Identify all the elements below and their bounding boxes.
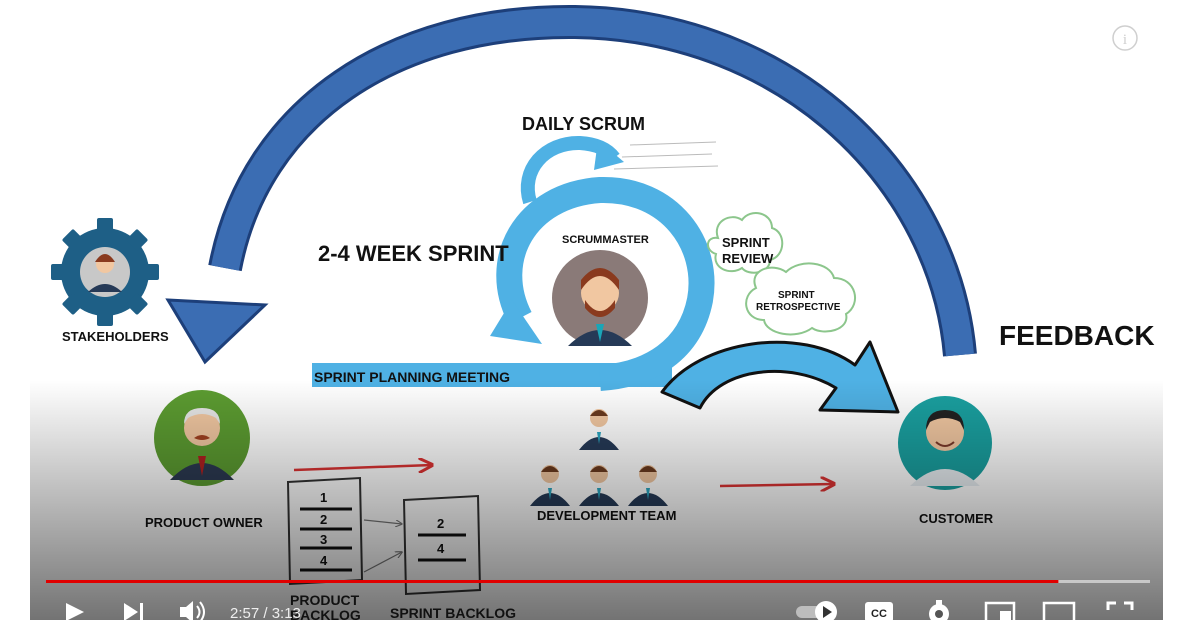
product-backlog-label-line1: PRODUCT <box>290 592 360 608</box>
autoplay-toggle[interactable] <box>796 601 837 623</box>
play-button[interactable] <box>66 603 84 621</box>
stakeholders-gear-icon <box>51 218 159 326</box>
retro-label-line2: RETROSPECTIVE <box>756 302 841 313</box>
subtitles-button[interactable]: CC <box>865 602 893 622</box>
sprint-cycle <box>490 176 715 391</box>
retro-label-line1: SPRINT <box>778 290 815 301</box>
sprint-review-cloud <box>707 212 784 274</box>
svg-text:i: i <box>1123 32 1127 48</box>
progress-bar[interactable] <box>46 580 1150 583</box>
scrum-master-label: SCRUMMASTER <box>562 234 649 246</box>
settings-gear-icon[interactable] <box>929 600 949 624</box>
sprint-length-label: 2-4 WEEK SPRINT <box>318 241 509 266</box>
feedback-label: FEEDBACK <box>999 320 1155 351</box>
daily-scrum-label: DAILY SCRUM <box>522 114 645 134</box>
time-display: 2:57 / 3:13 <box>230 605 301 620</box>
fullscreen-icon[interactable] <box>1106 601 1134 610</box>
controls-gradient <box>30 380 1163 620</box>
stakeholders-label: STAKEHOLDERS <box>62 329 169 344</box>
progress-played <box>46 580 1059 583</box>
product-backlog-label-line2: BACKLOG <box>290 607 361 620</box>
feedback-arc <box>165 4 977 365</box>
next-button[interactable] <box>124 603 143 621</box>
sprint-retrospective-cloud <box>745 262 856 336</box>
daily-scrum-notes <box>613 141 719 170</box>
sprint-review-label-line1: SPRINT <box>722 235 770 250</box>
sprint-review-label-line2: REVIEW <box>722 251 774 266</box>
daily-scrum-loop <box>520 135 624 205</box>
svg-text:CC: CC <box>871 608 887 620</box>
sprint-backlog-label: SPRINT BACKLOG <box>390 605 516 620</box>
info-icon[interactable]: i <box>1112 25 1138 51</box>
